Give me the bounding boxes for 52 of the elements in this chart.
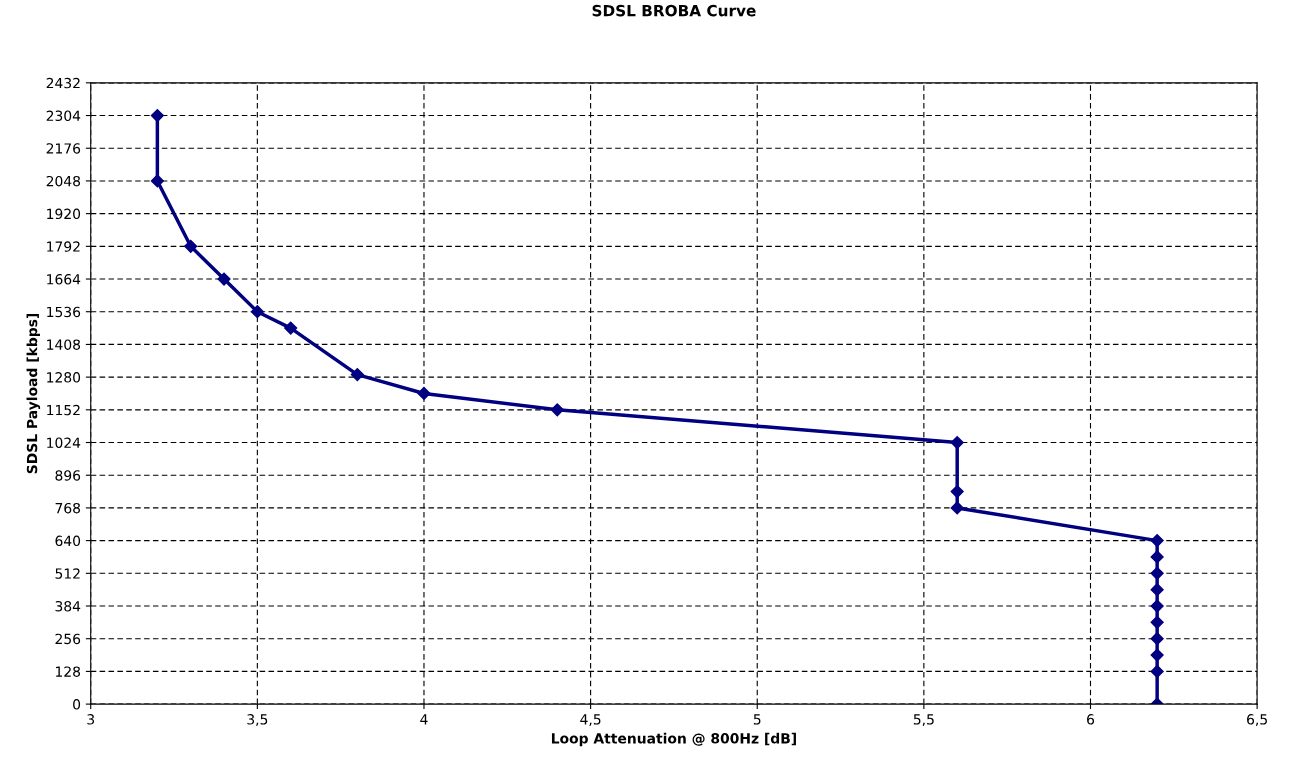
y-tick-label: 768 <box>55 502 81 514</box>
point <box>1150 615 1164 629</box>
y-tick-label: 0 <box>73 699 81 710</box>
y-tick-label: 2304 <box>46 110 81 122</box>
point <box>417 386 431 401</box>
y-tick-label: 2432 <box>46 77 80 89</box>
point <box>1150 648 1164 662</box>
point <box>1150 599 1164 613</box>
point <box>284 321 298 335</box>
point <box>950 501 964 515</box>
point <box>350 367 364 382</box>
x-axis-title: Loop Attenuation @ 800Hz [dB] <box>551 732 796 747</box>
y-tick-label: 1536 <box>47 306 81 318</box>
point <box>150 174 164 188</box>
point <box>1150 583 1164 597</box>
y-tick-label: 2176 <box>46 143 81 154</box>
point <box>1150 550 1164 564</box>
x-tick-label: 4 <box>420 714 428 725</box>
point <box>950 435 964 450</box>
point <box>550 403 564 417</box>
y-tick-label: 1664 <box>47 274 81 285</box>
point <box>1150 534 1164 548</box>
y-tick-label: 896 <box>55 470 81 481</box>
x-tick-label: 3 <box>87 714 95 725</box>
y-tick-label: 256 <box>55 633 81 645</box>
y-tick-label: 2048 <box>46 175 81 187</box>
y-axis-title: SDSL Payload [kbps] <box>26 313 41 474</box>
y-tick-label: 640 <box>55 535 81 547</box>
x-tick-label: 6 <box>1087 714 1095 725</box>
y-tick-label: 1024 <box>47 437 81 448</box>
x-tick-label: 3,5 <box>247 714 268 726</box>
x-tick-label: 6,5 <box>1247 714 1267 726</box>
chart-title: SDSL BROBA Curve <box>592 4 756 17</box>
x-tick-label: 4,5 <box>580 714 601 726</box>
point <box>1150 632 1164 646</box>
point <box>184 239 198 253</box>
x-tick-label: 5 <box>753 714 761 725</box>
point <box>217 272 231 286</box>
y-tick-label: 512 <box>55 568 80 579</box>
y-tick-label: 128 <box>56 666 81 677</box>
point <box>250 305 264 319</box>
y-tick-label: 1792 <box>47 241 80 252</box>
point <box>1150 566 1164 580</box>
y-tick-label: 1152 <box>47 404 80 416</box>
point <box>950 484 964 499</box>
point <box>150 108 164 123</box>
point <box>1150 664 1164 678</box>
y-tick-label: 1280 <box>47 372 81 383</box>
y-tick-label: 1920 <box>47 208 81 220</box>
y-tick-label: 384 <box>55 600 81 612</box>
y-tick-label: 1408 <box>47 339 81 350</box>
x-tick-label: 5,5 <box>913 714 934 726</box>
